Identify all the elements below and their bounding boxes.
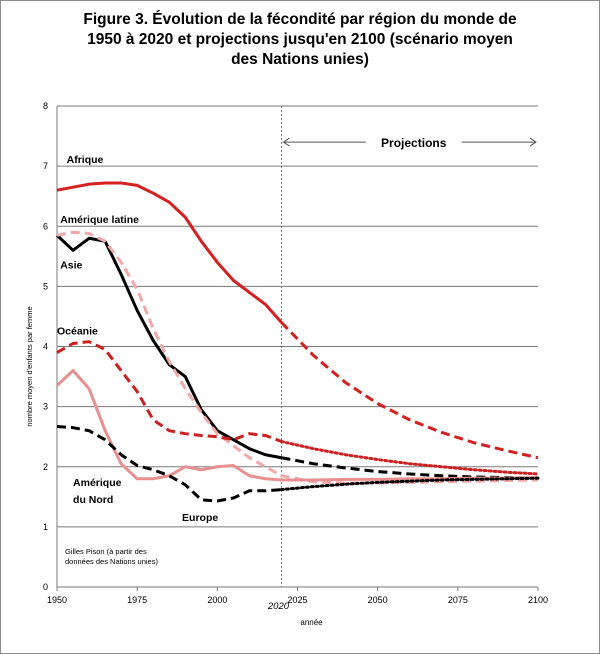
x-tick-label: 1975 <box>127 595 147 605</box>
x-tick-label: 2050 <box>368 595 388 605</box>
series-line-afrique-0 <box>56 181 283 324</box>
y-tick-label: 6 <box>43 221 48 231</box>
series-line-europe-9 <box>56 424 282 503</box>
x-tick-label: 2075 <box>448 595 468 605</box>
series-line-europe-10 <box>279 476 540 492</box>
series-line-asie-2 <box>55 234 282 460</box>
series-label: Asie <box>60 259 82 271</box>
x-axis-title: année <box>300 618 323 627</box>
series-label: Europe <box>182 512 218 524</box>
y-tick-label: 1 <box>43 522 48 532</box>
series-line-afrique-1 <box>280 321 539 460</box>
series-label: du Nord <box>73 494 113 506</box>
title-line-2: 1950 à 2020 et projections jusqu'en 2100… <box>87 31 513 48</box>
title-line-3: des Nations unies) <box>231 51 369 68</box>
series-line-asie-3 <box>281 456 539 480</box>
series-line-oc-anie-5 <box>56 340 282 443</box>
y-axis-title: nombre moyen d'enfants par femme <box>25 306 34 426</box>
series-label: Amérique <box>73 477 122 489</box>
arrowhead-left <box>282 137 290 147</box>
y-tick-label: 7 <box>43 161 48 171</box>
y-tick-label: 8 <box>43 101 48 111</box>
y-tick-label: 4 <box>43 342 48 352</box>
source-note-line: données des Nations unies) <box>65 557 158 566</box>
projections-label: Projections <box>381 136 447 150</box>
y-tick-label: 3 <box>43 402 48 412</box>
series-line-oc-anie-6 <box>279 439 540 476</box>
x-tick-label: 2100 <box>528 595 548 605</box>
y-tick-label: 2 <box>43 462 48 472</box>
series-label: Océanie <box>57 325 98 337</box>
source-note-line: Gilles Pison (à partir des <box>65 547 147 556</box>
x-tick-label: 2000 <box>207 595 227 605</box>
title-line-1: Figure 3. Évolution de la fécondité par … <box>83 11 517 28</box>
series-label: Afrique <box>67 154 104 166</box>
series-line-am-rique-du-nord-7 <box>55 369 282 482</box>
projections-label-bg <box>367 133 460 152</box>
y-tick-label: 5 <box>43 281 48 291</box>
series-label: Amérique latine <box>60 214 139 226</box>
divider-year-label: 2020 <box>267 601 290 612</box>
series-line-am-rique-latine-4 <box>56 230 539 485</box>
chart-title: Figure 3. Évolution de la fécondité par … <box>40 10 560 70</box>
y-tick-label: 0 <box>43 582 48 592</box>
x-tick-label: 2025 <box>287 595 307 605</box>
x-tick-label: 1950 <box>47 595 67 605</box>
arrowhead-right <box>529 137 537 147</box>
